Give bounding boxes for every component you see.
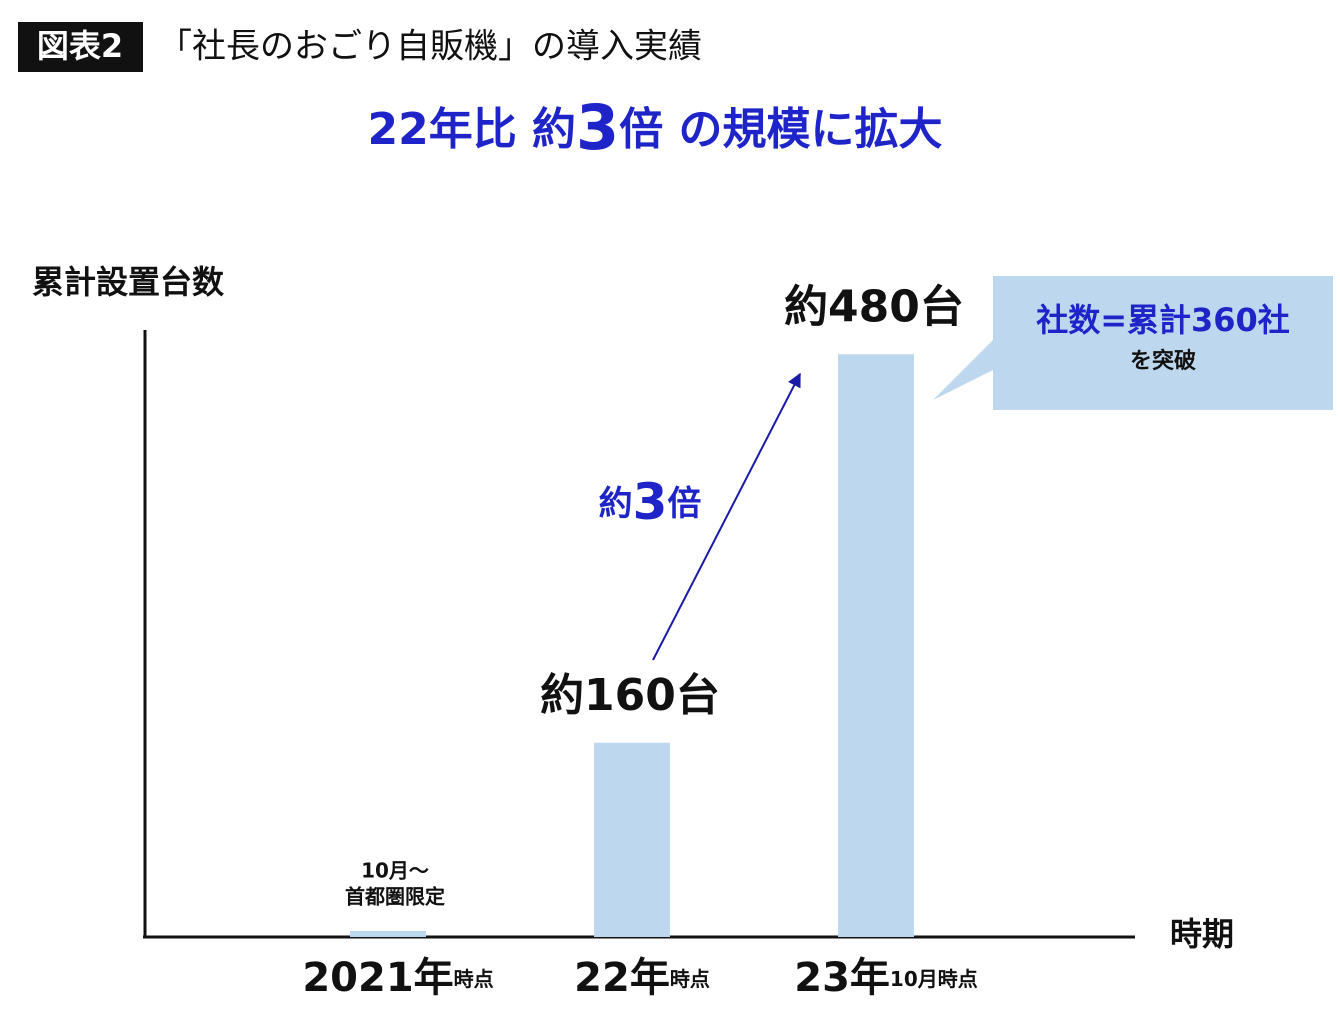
category: 22年	[574, 955, 670, 1001]
badge: 図表2	[37, 27, 123, 65]
subtitle-part: 倍 の規模に拡大	[619, 104, 942, 155]
badge-bg	[18, 22, 143, 72]
category-suffix: 10月時点	[890, 967, 978, 991]
arrow-label: 約3倍	[599, 473, 702, 531]
category: 2021年	[302, 955, 453, 1001]
x-axis-label: 時期	[1170, 915, 1234, 953]
subtitle-part: 3	[576, 91, 619, 164]
arrow-label-part: 約	[599, 484, 633, 524]
note: 首都圏限定	[345, 885, 445, 909]
category: 23年	[794, 955, 890, 1001]
arrow-label-part: 3	[633, 473, 668, 531]
title: 「社長のおごり自販機」の導入実績	[158, 27, 702, 67]
callout-box	[933, 276, 1333, 410]
callout-main: 社数=累計360社	[1036, 301, 1290, 339]
note: 10月～	[361, 859, 429, 883]
subtitle: 22年比 約3倍 の規模に拡大	[367, 91, 942, 164]
x-tick-label: 23年10月時点	[794, 955, 978, 1001]
callout-sub: を突破	[1130, 348, 1196, 374]
y-axis-label: 累計設置台数	[32, 263, 225, 301]
bar	[594, 742, 670, 937]
bar	[838, 354, 914, 937]
category-suffix: 時点	[670, 967, 710, 991]
bar	[350, 930, 426, 937]
value-label: 約160台	[540, 670, 720, 721]
x-tick-label: 22年時点	[574, 955, 710, 1001]
arrow-label-part: 倍	[667, 484, 701, 524]
arrow	[652, 372, 801, 661]
subtitle-part: 22年比 約	[367, 104, 576, 155]
x-tick-label: 2021年時点	[302, 955, 493, 1001]
category-suffix: 時点	[454, 967, 494, 991]
value-label: 約480台	[784, 281, 964, 332]
